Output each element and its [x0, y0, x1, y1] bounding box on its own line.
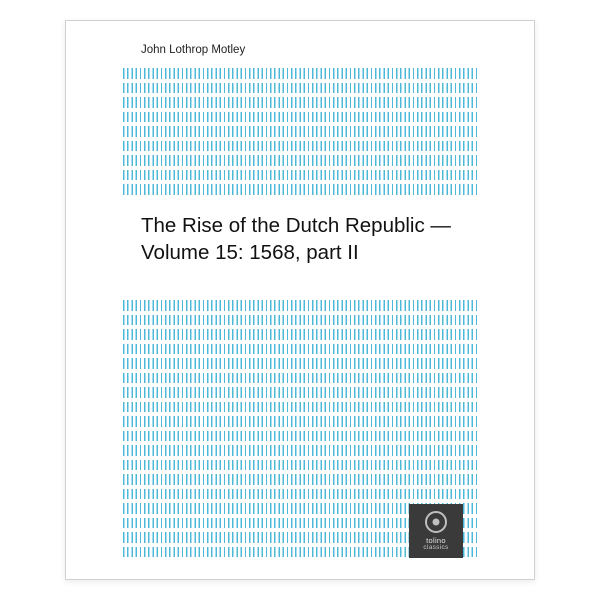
- logo-ring-icon: [425, 511, 447, 533]
- decorative-stripes-top: [123, 66, 477, 197]
- logo-subbrand: classics: [423, 545, 448, 552]
- book-title: The Rise of the Dutch Republic — Volume …: [141, 212, 459, 266]
- publisher-logo: tolino classics: [409, 504, 463, 558]
- author-name: John Lothrop Motley: [141, 44, 245, 56]
- title-block: The Rise of the Dutch Republic — Volume …: [123, 200, 477, 280]
- logo-box: tolino classics: [409, 504, 463, 558]
- logo-brand: tolino: [426, 537, 446, 545]
- book-cover: John Lothrop Motley The Rise of the Dutc…: [123, 30, 477, 570]
- product-frame: John Lothrop Motley The Rise of the Dutc…: [65, 20, 535, 580]
